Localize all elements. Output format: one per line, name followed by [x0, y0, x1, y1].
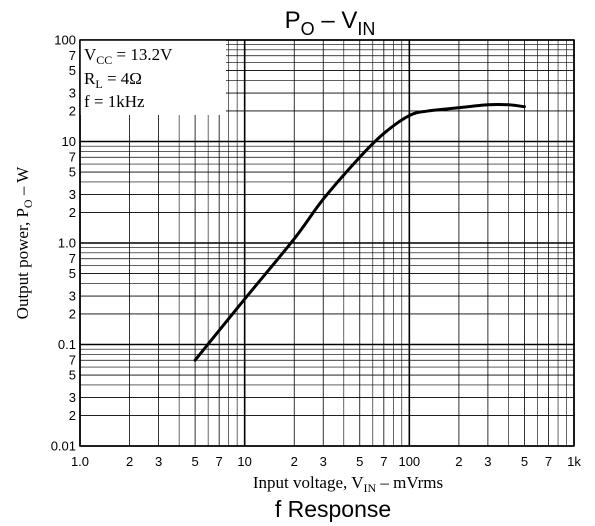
x-tick-label: 1k: [567, 454, 581, 469]
series-line-0: [193, 102, 526, 362]
y-tick-label: 0.1: [58, 337, 76, 352]
y-tick-label: 2: [69, 306, 76, 321]
y-tick-label: 2: [69, 103, 76, 118]
annotation-f: f = 1kHz: [84, 92, 145, 111]
annotation-box: VCC = 13.2V RL = 4Ω f = 1kHz: [80, 40, 226, 115]
y-axis-label: Output power, PO – W: [13, 166, 35, 320]
y-tick-label: 5: [69, 266, 76, 281]
footer-heading: f Response: [275, 496, 391, 522]
y-tick-label: 5: [69, 368, 76, 383]
x-tick-label: 7: [216, 454, 223, 469]
y-tick-label: 3: [69, 86, 76, 101]
y-tick-label: 5: [69, 63, 76, 78]
x-tick-label: 5: [356, 454, 363, 469]
x-tick-labels: 1.0 2 3 5 7 10 2 3 5 7 100 2 3 5 7 1k: [71, 454, 581, 469]
x-axis-label: Input voltage, VIN – mVrms: [253, 473, 443, 495]
x-tick-label: 5: [521, 454, 528, 469]
y-tick-label: 2: [69, 205, 76, 220]
y-tick-label: 7: [69, 251, 76, 266]
y-tick-label: 5: [69, 165, 76, 180]
y-tick-label: 2: [69, 408, 76, 423]
x-tick-label: 2: [455, 454, 462, 469]
x-tick-label: 10: [237, 454, 251, 469]
y-tick-label: 3: [69, 289, 76, 304]
series-layer: [193, 102, 526, 362]
x-tick-label: 7: [380, 454, 387, 469]
x-tick-label: 3: [155, 454, 162, 469]
y-tick-label: 1.0: [58, 236, 76, 251]
annotation-rl: RL = 4Ω: [84, 69, 142, 91]
x-tick-label: 2: [291, 454, 298, 469]
chart-title: PO – VIN: [285, 7, 376, 39]
y-tick-label: 7: [69, 353, 76, 368]
y-tick-label: 10: [62, 134, 76, 149]
y-tick-label: 7: [69, 150, 76, 165]
x-tick-label: 3: [320, 454, 327, 469]
x-tick-label: 1.0: [71, 454, 89, 469]
x-tick-label: 7: [545, 454, 552, 469]
x-tick-label: 3: [484, 454, 491, 469]
y-tick-label: 100: [54, 33, 76, 48]
x-tick-label: 5: [191, 454, 198, 469]
y-tick-label: 0.01: [51, 439, 76, 454]
x-tick-label: 2: [126, 454, 133, 469]
x-tick-label: 100: [398, 454, 420, 469]
y-tick-label: 3: [69, 187, 76, 202]
plot-frame: [79, 39, 575, 447]
y-tick-label: 3: [69, 390, 76, 405]
y-tick-label: 7: [69, 48, 76, 63]
annotation-vcc: VCC = 13.2V: [84, 45, 173, 67]
